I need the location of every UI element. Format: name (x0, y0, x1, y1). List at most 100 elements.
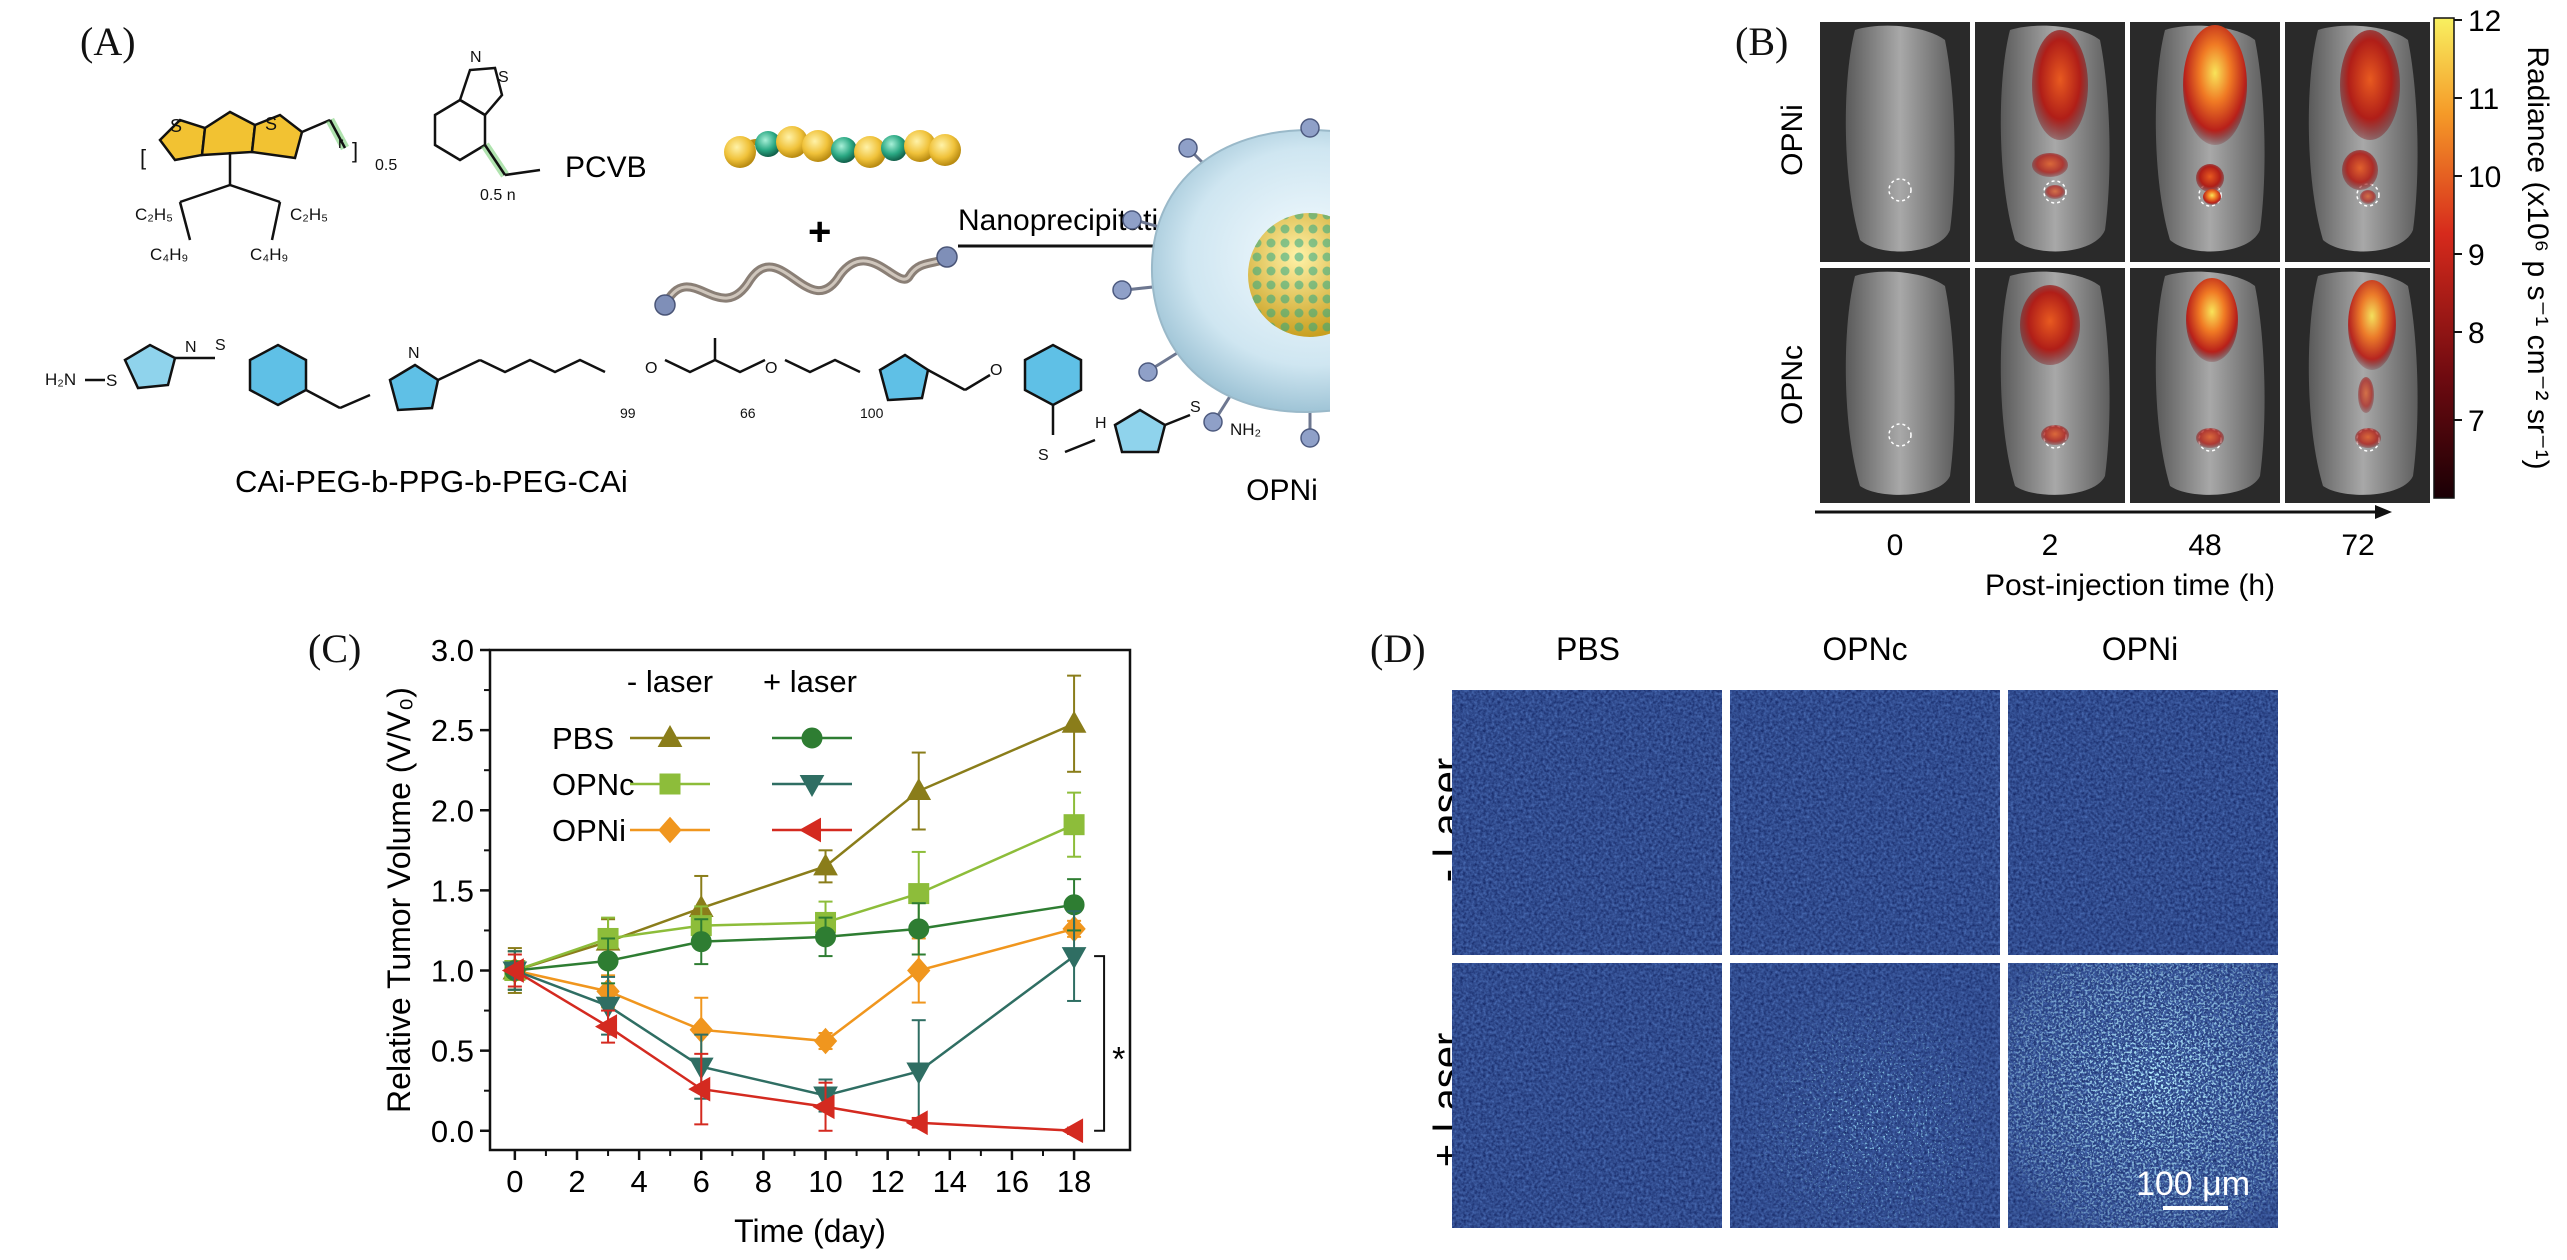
chart-legend: - laser + laser PBS OPNc OPNi (552, 664, 857, 848)
colorbar-title: Radiance (x10⁶ p s⁻¹ cm⁻² sr⁻¹) (2521, 46, 2554, 469)
y-tick-label: 1.0 (431, 954, 474, 989)
data-point (597, 950, 619, 972)
svg-text:C₂H₅: C₂H₅ (135, 205, 173, 224)
svg-text:C₄H₉: C₄H₉ (250, 245, 288, 264)
svg-text:N: N (470, 49, 482, 66)
legend-marker (659, 773, 681, 795)
time-label-0: 0 (1887, 529, 1904, 562)
fluorescence-signals (2020, 25, 2400, 448)
colorbar-tick-9: 9 (2468, 239, 2485, 272)
legend-marker (801, 727, 823, 749)
x-tick-label: 2 (568, 1164, 585, 1199)
data-point (908, 883, 930, 905)
svg-text:99: 99 (620, 405, 636, 421)
x-tick-label: 10 (808, 1164, 842, 1199)
colorbar-tick-10: 10 (2468, 161, 2501, 194)
data-point (595, 1014, 618, 1039)
pcvb-structure: [ S S ] r 0.5 C₂H₅ C₂H₅ C₄H₉ C₄H₉ N S 0.… (135, 49, 541, 264)
svg-text:66: 66 (740, 405, 756, 421)
data-point (908, 918, 930, 940)
svg-text:S: S (106, 371, 117, 390)
micro-tile-opnc-plus (1730, 963, 2000, 1228)
x-tick-label: 18 (1057, 1164, 1091, 1199)
y-axis-title: Relative Tumor Volume (V/V₀) (381, 687, 417, 1113)
data-point (1061, 947, 1087, 970)
data-point (812, 1094, 835, 1120)
time-label-72: 72 (2341, 529, 2374, 562)
x-tick-label: 16 (995, 1164, 1029, 1199)
svg-text:S: S (1038, 447, 1049, 464)
data-point (905, 1110, 928, 1136)
panel-b-imaging: OPNi OPNc 0 2 48 72 Post-injection time … (1776, 5, 2554, 602)
series-line (514, 823, 1075, 972)
panel-c-label: (C) (308, 626, 362, 671)
panel-d-label: (D) (1370, 626, 1426, 671)
y-tick-label: 0.5 (431, 1034, 474, 1069)
panel-a-scheme: [ S S ] r 0.5 C₂H₅ C₂H₅ C₄H₉ C₄H₉ N S 0.… (45, 49, 1330, 507)
data-point (907, 957, 931, 984)
legend-header-plus: + laser (763, 664, 857, 699)
x-tick-label: 8 (755, 1164, 772, 1199)
series-line (514, 903, 1075, 972)
plus-sign: + (808, 210, 831, 254)
plot-frame (488, 648, 1132, 1152)
svg-text:C₂H₅: C₂H₅ (290, 205, 328, 224)
x-axis-title: Time (day) (734, 1213, 886, 1249)
data-point (906, 1062, 932, 1085)
colorbar-tick-12: 12 (2468, 5, 2501, 38)
scale-bar-label: 100 μm (2136, 1165, 2250, 1203)
copolymer-label: CAi-PEG-b-PPG-b-PEG-CAi (235, 464, 628, 499)
y-tick-label: 3.0 (431, 633, 474, 668)
svg-text:H₂N: H₂N (45, 370, 76, 389)
data-point (815, 926, 837, 948)
svg-text:]: ] (352, 138, 358, 163)
data-point (906, 778, 932, 801)
pcvb-bead-chain (724, 126, 961, 168)
colorbar-tick-11: 11 (2468, 83, 2499, 116)
y-tick-label: 1.5 (431, 873, 474, 908)
svg-text:H: H (1095, 415, 1107, 432)
chart-series (501, 674, 1087, 1144)
legend-marker (799, 775, 825, 798)
micro-tile-opnc-minus (1730, 690, 2000, 955)
copolymer-ribbon (654, 246, 958, 316)
svg-text:S: S (1190, 399, 1201, 416)
tumor-volume-chart: 0 2 4 6 8 10 12 14 16 18 0.0 0.5 1.0 1.5 2.0 2.5 3.0 - l… (381, 633, 1132, 1249)
svg-text:S: S (498, 69, 509, 86)
radiance-colorbar: 12 11 10 9 8 7 Radiance (x10⁶ p s⁻¹ cm⁻²… (2433, 5, 2554, 499)
nanoprecipitation-label: Nanoprecipitation (958, 204, 1191, 237)
panel-b-label: (B) (1735, 19, 1789, 64)
time-axis-title: Post-injection time (h) (1985, 569, 2275, 602)
x-tick-label: 14 (933, 1164, 967, 1199)
panel-a-label: (A) (80, 19, 136, 64)
time-axis: 0 2 48 72 Post-injection time (h) (1815, 505, 2392, 602)
svg-text:S: S (170, 116, 182, 136)
y-tick-label: 2.0 (431, 793, 474, 828)
svg-text:O: O (645, 360, 657, 377)
legend-row-label: OPNi (552, 813, 626, 848)
series-line (514, 955, 1075, 1097)
svg-text:0.5 n: 0.5 n (480, 187, 516, 204)
svg-text:N: N (408, 345, 420, 362)
significance-bracket (1094, 955, 1106, 1132)
time-label-48: 48 (2188, 529, 2221, 562)
time-label-2: 2 (2042, 529, 2059, 562)
panel-d-microscopy: PBS OPNc OPNi - Laser + Laser 100 μm (1425, 631, 2278, 1228)
row-label-opnc: OPNc (1776, 345, 1809, 425)
data-point (813, 1027, 838, 1055)
colorbar-tick-7: 7 (2468, 405, 2485, 438)
col-label-opni: OPNi (2102, 631, 2178, 667)
legend-marker (798, 817, 821, 843)
row-label-opni: OPNi (1776, 104, 1809, 176)
svg-text:C₄H₉: C₄H₉ (150, 245, 188, 264)
legend-marker (657, 724, 683, 747)
legend-row-label: OPNc (552, 767, 635, 802)
svg-text:[: [ (140, 145, 146, 170)
x-tick-label: 4 (631, 1164, 648, 1199)
copolymer-structure: H₂N S N S N O 99 O 66 100 O S H S NH₂ (45, 337, 1261, 464)
data-point (595, 996, 621, 1019)
y-tick-label: 0.0 (431, 1114, 474, 1149)
colorbar-tick-8: 8 (2468, 317, 2485, 350)
opni-label: OPNi (1246, 474, 1318, 507)
svg-text:NH₂: NH₂ (1230, 420, 1261, 439)
